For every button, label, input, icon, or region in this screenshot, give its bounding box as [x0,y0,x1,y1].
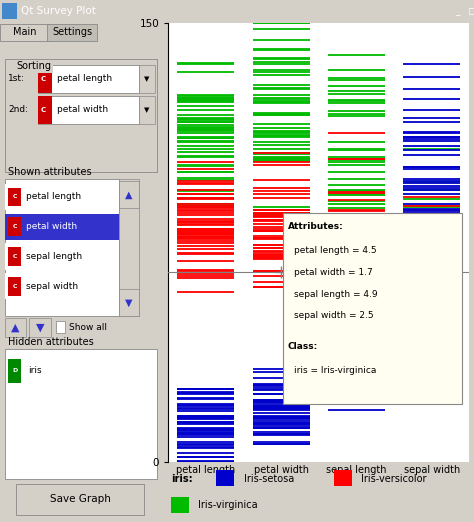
Text: C: C [41,107,46,113]
Bar [139,65,155,92]
Bar [16,483,144,515]
Text: C: C [41,76,46,82]
Bar [5,59,157,172]
Text: petal length: petal length [26,193,81,201]
Bar [8,277,21,295]
Text: Qt Survey Plot: Qt Survey Plot [21,6,96,16]
Bar [139,96,155,124]
Text: Iris-virginica: Iris-virginica [198,500,258,510]
Text: C: C [12,195,17,199]
Text: 2nd:: 2nd: [8,105,28,114]
FancyBboxPatch shape [47,23,97,41]
Bar [55,322,64,334]
Text: sepal length: sepal length [26,252,82,261]
Bar [5,243,119,270]
Text: sepal length = 4.9: sepal length = 4.9 [294,290,378,299]
Text: Iris-setosa: Iris-setosa [244,474,294,484]
Text: Hidden attributes: Hidden attributes [8,337,94,347]
Text: Sorting: Sorting [16,62,51,72]
Text: petal length = 4.5: petal length = 4.5 [294,246,376,255]
Text: Class:: Class: [288,342,318,351]
FancyBboxPatch shape [0,23,50,41]
Bar [5,318,26,337]
Text: ▲: ▲ [11,323,20,333]
Text: Settings: Settings [52,27,92,37]
Text: petal width: petal width [57,105,109,114]
Bar [5,184,119,210]
Bar [8,217,21,236]
Text: petal width: petal width [26,222,77,231]
Bar [8,359,21,383]
Bar [119,289,139,316]
Text: ▼: ▼ [144,107,149,113]
Bar [37,96,139,124]
Bar [37,65,139,92]
Text: ▲: ▲ [126,190,133,200]
Bar [119,182,139,208]
Text: petal length: petal length [57,74,112,83]
Bar [334,470,352,486]
Text: ▼: ▼ [144,76,149,82]
Text: D: D [12,369,18,373]
Text: iris:: iris: [171,474,193,484]
Text: ▼: ▼ [126,298,133,308]
FancyBboxPatch shape [283,213,462,404]
Text: C: C [12,224,17,229]
Bar [5,213,119,240]
Text: Save Graph: Save Graph [50,494,110,504]
Bar [37,65,52,92]
Bar [37,96,52,124]
Text: Iris-versicolor: Iris-versicolor [361,474,427,484]
Bar [8,247,21,266]
Bar [119,179,139,316]
Text: 1st:: 1st: [8,74,25,83]
Text: iris = Iris-virginica: iris = Iris-virginica [294,365,376,374]
Text: _   □   ×: _ □ × [455,7,474,16]
Bar [5,179,119,316]
Bar [171,497,189,513]
Bar [5,273,119,300]
Text: petal width = 1.7: petal width = 1.7 [294,268,373,277]
Text: Shown attributes: Shown attributes [8,167,92,176]
Text: ▼: ▼ [36,323,44,333]
Text: Show all: Show all [69,323,107,332]
Text: Attributes:: Attributes: [288,222,344,231]
Text: C: C [12,254,17,259]
Bar [5,349,157,479]
Text: Main: Main [13,27,36,37]
Bar [217,470,235,486]
Bar [29,318,51,337]
Bar [2,3,17,19]
Bar [8,187,21,206]
Text: sepal width = 2.5: sepal width = 2.5 [294,312,374,321]
Text: sepal width: sepal width [26,282,78,291]
Text: C: C [12,284,17,289]
Text: iris: iris [28,366,41,375]
